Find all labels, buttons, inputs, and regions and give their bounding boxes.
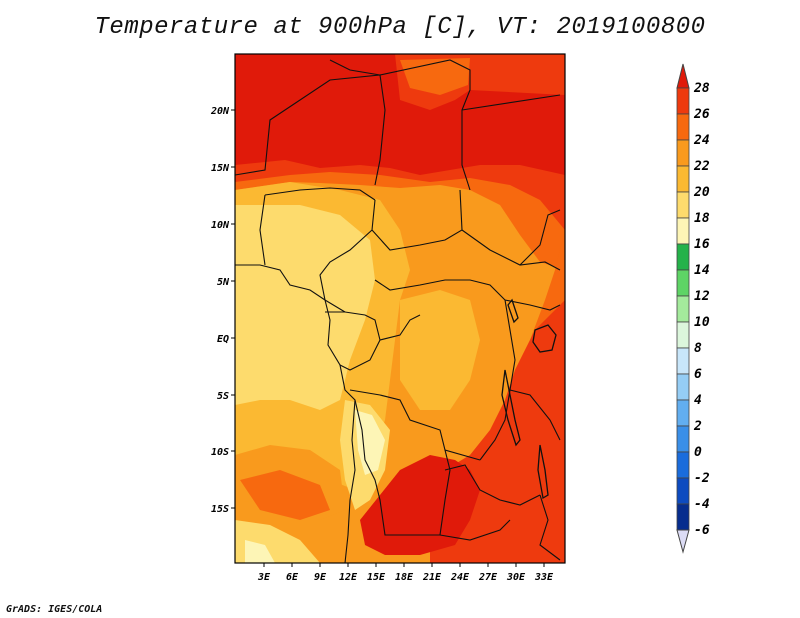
colorbar-box [676, 425, 690, 453]
colorbar-label: -2 [694, 471, 710, 486]
colorbar-labels: 28 26 24 22 20 18 16 14 12 10 8 6 4 2 0 … [693, 81, 710, 538]
longitude-axis: 3E 6E 9E 12E 15E 18E 21E 24E 27E 30E 33E [257, 563, 554, 583]
colorbar-box [676, 295, 690, 323]
lat-label: 10S [211, 447, 229, 458]
grads-credit: GrADS: IGES/COLA [6, 604, 103, 615]
border-uganda [504, 299, 561, 311]
lakes [501, 298, 557, 500]
border-north-1 [235, 74, 386, 186]
colorbar-box [676, 243, 690, 271]
colorbar-label: 20 [693, 185, 710, 200]
border-congo [379, 314, 421, 341]
border-north-3 [461, 94, 561, 111]
lat-label: 20N [210, 106, 230, 117]
lat-label: 15N [211, 163, 230, 174]
colorbar-label: 22 [693, 159, 710, 174]
border-west-africa [235, 264, 326, 301]
colorbar-label: 8 [694, 341, 702, 356]
lon-label: 12E [339, 572, 358, 583]
lon-label: 9E [314, 572, 327, 583]
field-24-sw [240, 470, 330, 520]
colorbar-box [676, 217, 690, 245]
temperature-field [235, 54, 565, 563]
border-namibia [385, 519, 511, 541]
colorbar-box [676, 191, 690, 219]
lon-label: 3E [257, 572, 271, 583]
colorbar-label: 0 [694, 445, 702, 460]
lon-label: 21E [422, 572, 442, 583]
colorbar-box [676, 399, 690, 427]
colorbar-label: 4 [694, 393, 702, 408]
lat-label: 10N [211, 220, 230, 231]
lon-label: 30E [506, 572, 526, 583]
lon-label: 6E [286, 572, 299, 583]
lat-label: 5N [217, 277, 230, 288]
colorbar-label: 10 [694, 315, 710, 330]
lon-label: 27E [478, 572, 498, 583]
colorbar-label: 2 [693, 419, 702, 434]
lake-malawi [537, 444, 549, 500]
colorbar-box [676, 87, 690, 115]
field-28-north [235, 54, 565, 175]
field-16-coast [355, 410, 385, 475]
coastline-west [324, 299, 356, 563]
colorbar-label: 18 [694, 211, 710, 226]
lon-label: 24E [450, 572, 470, 583]
lat-label: EQ [217, 334, 229, 345]
colorbar-box [676, 503, 690, 531]
colorbar-box [676, 347, 690, 375]
lake-albert [507, 298, 519, 324]
lake-tanganyika [501, 369, 521, 447]
colorbar-bottom-arrow [676, 529, 690, 554]
lake-victoria [532, 324, 557, 353]
border-angola [354, 399, 451, 536]
border-car [371, 189, 463, 251]
colorbar-box [676, 165, 690, 193]
colorbar-label: 14 [694, 263, 710, 278]
colorbar-label: -6 [694, 523, 710, 538]
border-tanzania [509, 389, 561, 441]
colorbar-box [676, 321, 690, 349]
border-zambia [444, 464, 541, 506]
border-gabon [325, 311, 381, 371]
border-north-2 [379, 59, 471, 191]
colorbar [676, 63, 690, 554]
latitude-axis: 20N 15N 10N 5N EQ 5S 10S 15S [210, 106, 235, 515]
field-28-south [360, 455, 480, 555]
country-borders [235, 59, 561, 563]
colorbar-label: 26 [693, 107, 710, 122]
border-ethiopia [519, 209, 561, 266]
lon-label: 15E [367, 572, 386, 583]
lon-label: 33E [534, 572, 554, 583]
colorbar-top-arrow [676, 63, 690, 89]
border-car-south [374, 279, 506, 301]
colorbar-box [676, 477, 690, 505]
colorbar-box [676, 113, 690, 141]
field-20-basin [400, 290, 480, 410]
colorbar-box [676, 269, 690, 297]
lon-label: 18E [395, 572, 414, 583]
colorbar-label: 16 [694, 237, 710, 252]
colorbar-label: 24 [693, 133, 710, 148]
border-mozambique [539, 494, 561, 561]
map-frame [234, 53, 566, 564]
colorbar-box [676, 451, 690, 479]
border-north-4 [329, 59, 381, 76]
field-16-sw [245, 540, 275, 563]
colorbar-label: 12 [694, 289, 710, 304]
colorbar-label: 28 [693, 81, 710, 96]
colorbar-label: 6 [694, 367, 702, 382]
lat-label: 15S [211, 504, 229, 515]
border-nigeria [259, 187, 376, 266]
colorbar-box [676, 139, 690, 167]
colorbar-label: -4 [694, 497, 710, 512]
chart-title: Temperature at 900hPa [C], VT: 201910080… [94, 14, 706, 41]
colorbar-box [676, 373, 690, 401]
lat-label: 5S [217, 391, 229, 402]
